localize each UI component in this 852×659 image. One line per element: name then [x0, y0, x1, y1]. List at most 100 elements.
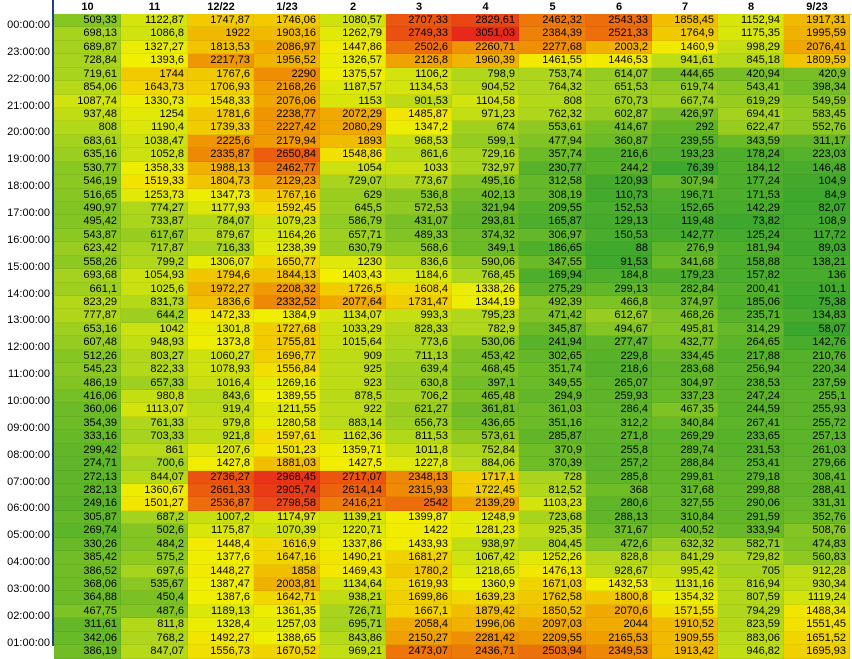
table-cell[interactable]: 1647,16 — [254, 551, 320, 565]
table-cell[interactable]: 1681,27 — [386, 551, 452, 565]
table-cell[interactable]: 1767,16 — [254, 188, 320, 202]
table-cell[interactable]: 1373,8 — [188, 336, 254, 350]
table-cell[interactable]: 1328,4 — [188, 618, 254, 632]
table-cell[interactable]: 530,77 — [54, 161, 121, 176]
table-cell[interactable]: 753,74 — [519, 67, 586, 82]
table-cell[interactable]: 1052,8 — [121, 148, 188, 162]
table-cell[interactable]: 995,42 — [652, 564, 718, 579]
table-cell[interactable]: 327,55 — [652, 497, 718, 511]
table-cell[interactable]: 436,65 — [452, 416, 519, 431]
table-cell[interactable]: 2179,94 — [254, 134, 320, 149]
table-cell[interactable]: 73,82 — [718, 215, 784, 229]
table-cell[interactable]: 371,67 — [586, 524, 652, 538]
table-cell[interactable]: 453,42 — [452, 349, 519, 364]
table-cell[interactable]: 732,97 — [452, 161, 519, 176]
table-cell[interactable]: 2003,2 — [586, 40, 652, 55]
table-cell[interactable]: 938,97 — [452, 537, 519, 552]
column-header[interactable]: 5 — [549, 1, 556, 13]
table-cell[interactable]: 1461,55 — [519, 54, 586, 68]
table-cell[interactable]: 1190,4 — [121, 121, 188, 135]
table-cell[interactable]: 431,07 — [386, 215, 452, 229]
table-cell[interactable]: 292 — [652, 121, 718, 135]
table-cell[interactable]: 1722,45 — [452, 484, 519, 498]
table-cell[interactable]: 530,06 — [452, 336, 519, 350]
table-cell[interactable]: 670,73 — [586, 94, 652, 108]
table-cell[interactable]: 1174,97 — [254, 510, 320, 525]
table-cell[interactable]: 617,67 — [121, 228, 188, 243]
table-cell[interactable]: 612,67 — [586, 309, 652, 323]
table-cell[interactable]: 1377,6 — [188, 551, 254, 565]
table-cell[interactable]: 360,87 — [586, 134, 652, 149]
table-cell[interactable]: 1995,59 — [784, 27, 850, 41]
table-cell[interactable]: 1347,2 — [386, 121, 452, 135]
table-cell[interactable]: 1755,81 — [254, 336, 320, 350]
table-cell[interactable]: 467,35 — [652, 403, 718, 417]
table-cell[interactable]: 1744 — [121, 67, 188, 82]
table-cell[interactable]: 941,61 — [652, 54, 718, 68]
table-cell[interactable]: 2332,52 — [254, 296, 320, 310]
table-cell[interactable]: 509,33 — [54, 14, 121, 28]
table-cell[interactable]: 1104,58 — [452, 94, 519, 108]
column-header[interactable]: 4 — [482, 1, 489, 13]
table-cell[interactable]: 2225,6 — [188, 134, 254, 149]
table-cell[interactable]: 492,39 — [519, 296, 586, 310]
table-cell[interactable]: 330,26 — [54, 537, 121, 552]
table-cell[interactable]: 1699,86 — [386, 591, 452, 605]
table-cell[interactable]: 321,94 — [452, 202, 519, 216]
table-cell[interactable]: 495,42 — [54, 215, 121, 229]
table-cell[interactable]: 304,97 — [652, 376, 718, 391]
table-cell[interactable]: 150,53 — [586, 228, 652, 243]
table-cell[interactable]: 360,06 — [54, 403, 121, 417]
table-cell[interactable]: 200,41 — [718, 282, 784, 297]
table-cell[interactable]: 828,33 — [386, 322, 452, 337]
table-cell[interactable]: 209,55 — [519, 202, 586, 216]
table-cell[interactable]: 573,61 — [452, 430, 519, 444]
table-cell[interactable]: 1403,43 — [320, 269, 386, 283]
table-cell[interactable]: 1175,35 — [718, 27, 784, 41]
table-cell[interactable]: 622,47 — [718, 121, 784, 135]
table-cell[interactable]: 269,29 — [652, 430, 718, 444]
table-cell[interactable]: 925 — [320, 363, 386, 377]
table-cell[interactable]: 1813,53 — [188, 40, 254, 55]
table-cell[interactable]: 1422 — [386, 524, 452, 538]
table-cell[interactable]: 333,94 — [718, 524, 784, 538]
table-cell[interactable]: 1747,87 — [188, 14, 254, 28]
table-cell[interactable]: 1913,42 — [652, 645, 718, 659]
table-cell[interactable]: 993,3 — [386, 309, 452, 323]
table-cell[interactable]: 129,13 — [586, 215, 652, 229]
table-cell[interactable]: 1427,5 — [320, 457, 386, 471]
table-cell[interactable]: 244,59 — [718, 403, 784, 417]
table-cell[interactable]: 2536,87 — [188, 497, 254, 511]
table-cell[interactable]: 583,45 — [784, 108, 850, 122]
table-cell[interactable]: 1330,73 — [121, 94, 188, 108]
column-header[interactable]: 3 — [415, 1, 423, 13]
table-cell[interactable]: 218,6 — [586, 363, 652, 377]
table-cell[interactable]: 629 — [320, 188, 386, 202]
table-cell[interactable]: 590,06 — [452, 255, 519, 270]
table-cell[interactable]: 310,84 — [652, 510, 718, 525]
table-cell[interactable]: 762,32 — [519, 108, 586, 122]
table-cell[interactable]: 656,73 — [386, 416, 452, 431]
table-cell[interactable]: 2462,32 — [519, 14, 586, 28]
table-cell[interactable]: 237,59 — [784, 376, 850, 391]
table-cell[interactable]: 91,53 — [586, 255, 652, 270]
table-cell[interactable]: 912,28 — [784, 564, 850, 579]
table-cell[interactable]: 2058,4 — [386, 618, 452, 632]
table-cell[interactable]: 1387,6 — [188, 591, 254, 605]
table-cell[interactable]: 1858 — [254, 564, 320, 579]
table-cell[interactable]: 2227,42 — [254, 121, 320, 135]
table-cell[interactable]: 184,8 — [586, 269, 652, 283]
table-cell[interactable]: 635,16 — [54, 148, 121, 162]
table-cell[interactable]: 1189,13 — [188, 604, 254, 619]
table-cell[interactable]: 1910,52 — [652, 618, 718, 632]
table-cell[interactable]: 2661,33 — [188, 484, 254, 498]
table-cell[interactable]: 84,9 — [784, 188, 850, 202]
table-cell[interactable]: 1996,06 — [452, 618, 519, 632]
table-cell[interactable]: 1717,1 — [452, 470, 519, 485]
table-cell[interactable]: 1781,6 — [188, 108, 254, 122]
table-cell[interactable]: 1695,93 — [784, 645, 850, 659]
table-cell[interactable]: 1608,4 — [386, 282, 452, 297]
column-header[interactable]: 9/23 — [806, 1, 828, 13]
table-cell[interactable]: 729,16 — [452, 148, 519, 162]
table-cell[interactable]: 630,79 — [320, 242, 386, 256]
